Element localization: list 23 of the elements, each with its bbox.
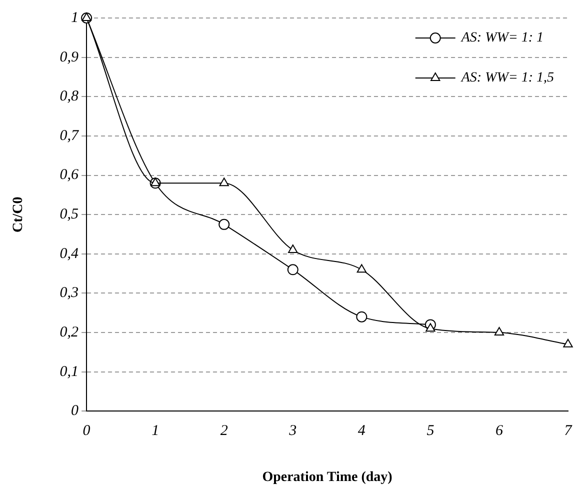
y-tick-label: 0,5	[60, 206, 80, 223]
x-tick-label: 0	[82, 423, 91, 440]
x-axis-title: Operation Time (day)	[262, 470, 393, 486]
x-tick-label: 4	[358, 423, 366, 440]
y-tick-label: 0,8	[60, 88, 80, 105]
legend-label: AS: WW= 1: 1	[460, 30, 544, 46]
y-tick-label: 0,1	[60, 364, 79, 380]
x-tick-label: 5	[426, 423, 435, 440]
x-tick-label: 2	[220, 423, 228, 440]
x-tick-label: 1	[152, 423, 160, 440]
y-tick-label: 1	[71, 10, 79, 26]
y-tick-label: 0,9	[60, 49, 80, 66]
y-tick-label: 0,4	[60, 246, 80, 262]
y-tick-label: 0,6	[60, 167, 80, 184]
x-tick-label: 3	[288, 423, 297, 440]
x-tick-label: 6	[495, 423, 504, 440]
x-tick-label: 7	[564, 423, 574, 440]
y-tick-label: 0,3	[60, 285, 79, 302]
y-tick-label: 0	[71, 403, 80, 420]
y-tick-label: 0,7	[60, 128, 80, 144]
legend-label: AS: WW= 1: 1,5	[460, 70, 554, 86]
y-axis-title: Ct/C0	[11, 196, 26, 232]
y-tick-label: 0,2	[60, 324, 80, 340]
